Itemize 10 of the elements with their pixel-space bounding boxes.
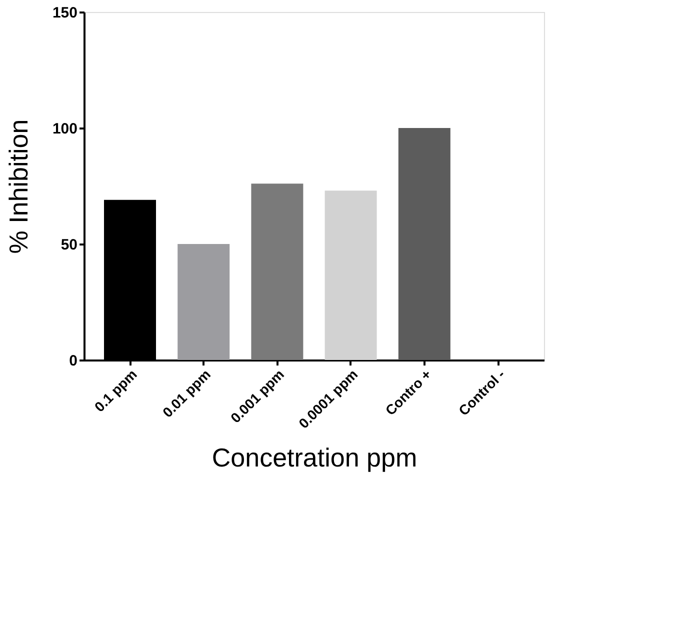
bar (398, 128, 450, 360)
y-tick-label: 150 (52, 4, 78, 22)
bar (251, 184, 304, 360)
y-axis-title: % Inhibition (3, 119, 34, 254)
y-tick-label: 50 (60, 236, 78, 254)
bar (324, 190, 377, 360)
y-tick-label: 100 (52, 120, 78, 138)
x-axis-title: Concetration ppm (212, 442, 418, 472)
bar (178, 244, 230, 360)
y-tick-label: 0 (69, 352, 78, 370)
